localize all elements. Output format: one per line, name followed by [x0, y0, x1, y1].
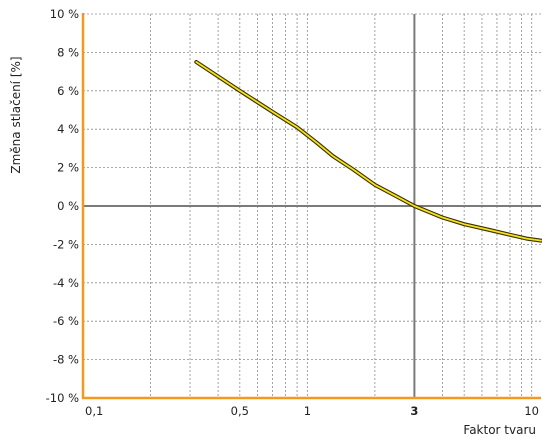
series-line-outline — [194, 60, 542, 243]
y-tick-label: -10 % — [46, 391, 79, 405]
y-tick-label: 10 % — [50, 7, 79, 21]
y-tick-label: -6 % — [53, 314, 79, 328]
y-tick-label: -8 % — [53, 353, 79, 367]
y-tick-labels: 10 % 8 % 6 % 4 % 2 % 0 % -2 % -4 % -6 % -8 % -10 % — [46, 7, 79, 405]
reference-lines — [83, 14, 541, 398]
y-tick-label: 6 % — [57, 84, 79, 98]
y-tick-label: 0 % — [57, 199, 79, 213]
y-tick-label: -2 % — [53, 237, 79, 251]
x-tick-label: 10 — [524, 404, 539, 418]
y-tick-label: 4 % — [57, 122, 79, 136]
x-tick-label: 1 — [304, 404, 311, 418]
x-tick-labels: 0,1 0,5 1 3 10 — [85, 404, 539, 418]
y-tick-label: 8 % — [57, 45, 79, 59]
x-tick-label: 0,1 — [85, 404, 103, 418]
x-tick-label: 0,5 — [231, 404, 249, 418]
axis-frame — [81, 13, 541, 400]
y-axis-title: Změna stlačení [%] — [9, 56, 23, 173]
series-line — [195, 61, 542, 242]
x-axis-title: Faktor tvaru — [463, 423, 536, 437]
x-tick-label: 3 — [410, 404, 418, 418]
y-tick-label: 2 % — [57, 161, 79, 175]
series-layer — [194, 60, 542, 243]
y-tick-label: -4 % — [53, 276, 79, 290]
